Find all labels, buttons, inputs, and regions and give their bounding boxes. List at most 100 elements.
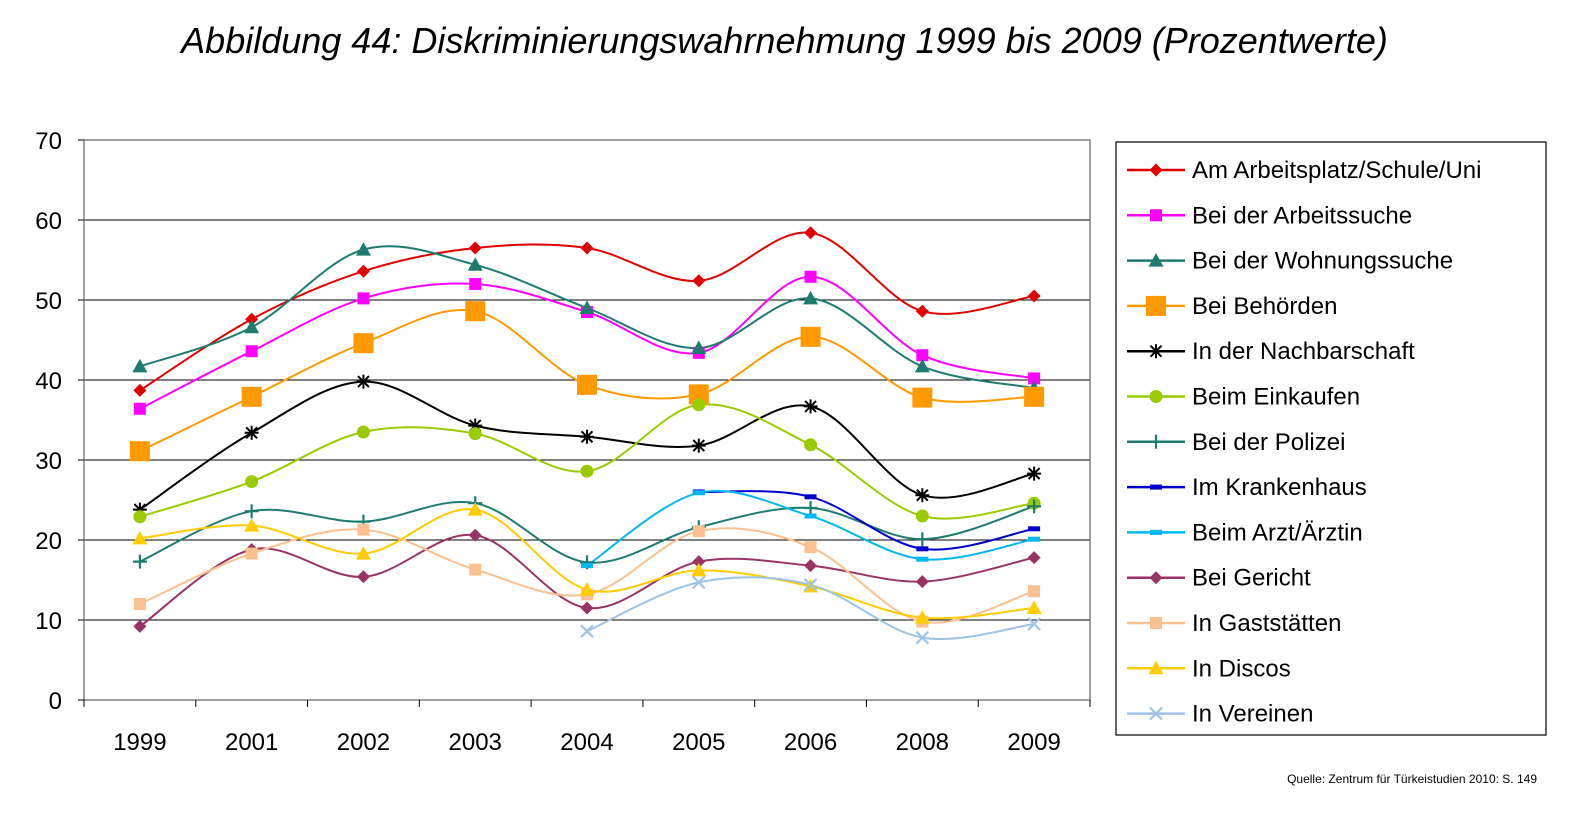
series-line-5 [139, 403, 1035, 520]
x-tick-label: 2008 [896, 729, 949, 756]
data-point [803, 578, 818, 592]
data-point [577, 374, 597, 395]
data-point [356, 264, 370, 278]
data-point [1028, 372, 1041, 385]
x-tick-label: 2004 [560, 729, 613, 756]
data-point [1027, 499, 1042, 514]
plot-area [83, 139, 1091, 701]
data-point [581, 563, 593, 569]
legend-label: Am Arbeitsplatz/Schule/Uni [1192, 157, 1481, 184]
data-point [692, 274, 706, 288]
y-tick-label: 70 [35, 128, 62, 155]
data-point [355, 242, 371, 256]
y-tick-label: 0 [49, 688, 62, 715]
chart-title: Abbildung 44: Diskriminierungswahrnehmun… [181, 20, 1388, 61]
data-point [468, 528, 482, 542]
legend-marker [1150, 209, 1162, 222]
legend-label: Im Krankenhaus [1192, 474, 1367, 501]
legend-label: In der Nachbarschaft [1192, 338, 1415, 365]
x-tick-label: 2001 [225, 729, 278, 756]
data-point [467, 502, 483, 516]
data-point [912, 387, 933, 408]
data-point [244, 518, 260, 532]
data-point [241, 386, 262, 407]
legend-marker [1149, 390, 1163, 403]
data-point [691, 562, 707, 577]
x-axis: 1999 2001 2002 2003 2004 2005 2006 2008 2009 [83, 700, 1091, 756]
legend-label: Beim Einkaufen [1192, 384, 1360, 411]
series-line-7 [698, 490, 1035, 551]
data-point [468, 427, 482, 441]
data-point [915, 509, 929, 523]
legend-box [1115, 141, 1547, 736]
data-point [915, 304, 929, 318]
legend-label: In Discos [1192, 655, 1291, 682]
legend-label: Beim Arzt/Ärztin [1192, 519, 1363, 546]
y-tick-label: 10 [35, 608, 62, 635]
data-point [469, 563, 482, 576]
data-point [133, 510, 147, 524]
data-point [691, 340, 707, 354]
data-point [244, 319, 260, 334]
data-point [580, 429, 594, 444]
data-point [915, 630, 930, 645]
series-line-9 [139, 533, 1035, 628]
data-point [804, 513, 817, 519]
series-line-11 [139, 508, 1035, 620]
legend-label: Bei Behörden [1192, 293, 1337, 320]
data-point [914, 610, 930, 624]
legend-label: In Vereinen [1192, 701, 1313, 728]
data-point [465, 301, 486, 322]
data-point [468, 241, 482, 255]
y-tick-label: 60 [35, 208, 62, 235]
data-point [692, 490, 705, 496]
data-point [133, 598, 146, 610]
data-point [914, 358, 930, 373]
y-tick-label: 30 [35, 448, 62, 475]
legend-label: Bei der Polizei [1192, 429, 1345, 456]
data-point [804, 559, 818, 573]
data-point [133, 383, 147, 397]
x-tick-label: 2009 [1007, 729, 1060, 756]
data-point [692, 398, 706, 412]
legend-label: In Gaststätten [1192, 610, 1341, 637]
data-point [916, 349, 929, 362]
data-point [804, 438, 818, 452]
data-point [356, 374, 371, 389]
data-point [132, 554, 147, 569]
data-point [1027, 289, 1041, 303]
data-point [691, 438, 706, 453]
data-point [129, 441, 150, 462]
data-point [355, 546, 371, 560]
legend-marker [1150, 484, 1162, 490]
data-point [467, 257, 483, 271]
legend-label: Bei der Wohnungssuche [1192, 248, 1453, 275]
data-point [132, 530, 148, 545]
data-point [803, 399, 818, 414]
data-point [804, 226, 818, 240]
legend-marker [1149, 434, 1163, 449]
legend-marker [1148, 660, 1164, 675]
data-point [688, 384, 709, 405]
legend-marker [1150, 617, 1162, 629]
data-point [133, 402, 146, 415]
data-point [356, 570, 370, 584]
data-point [469, 278, 482, 290]
data-point [580, 624, 594, 638]
data-point [245, 345, 258, 358]
data-point [1027, 466, 1042, 481]
data-point [916, 546, 929, 552]
data-point [804, 494, 817, 500]
data-point [579, 300, 595, 314]
data-point [1028, 536, 1041, 542]
x-tick-label: 2006 [784, 729, 837, 756]
data-point [245, 475, 259, 489]
x-tick-label: 2005 [672, 729, 725, 756]
legend-marker [1149, 706, 1163, 721]
data-point [133, 619, 147, 633]
data-point [580, 241, 594, 255]
legend-marker [1149, 571, 1163, 585]
data-point [1024, 386, 1045, 407]
data-point [357, 292, 370, 305]
